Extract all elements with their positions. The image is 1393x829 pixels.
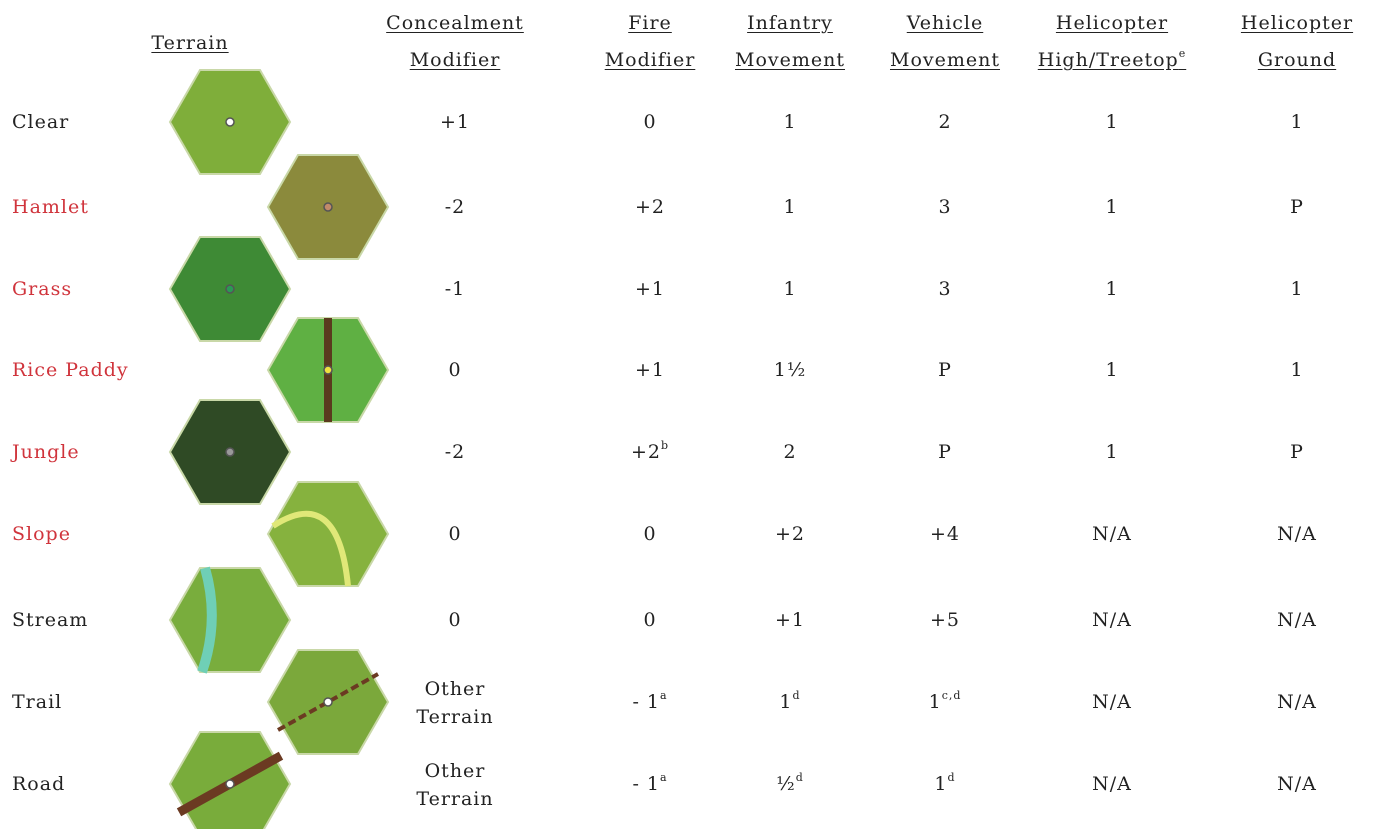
cell: 2 (783, 441, 797, 463)
header-text: Movement (734, 49, 846, 71)
cell: Terrain (416, 706, 494, 728)
superscript: b (660, 439, 670, 452)
terrain-hex (168, 69, 292, 175)
cell: 0 (448, 609, 462, 631)
header-text: Modifier (604, 49, 696, 71)
terrain-hex (266, 649, 390, 755)
header-text: Helicopter (1240, 12, 1354, 34)
cell: 1 (783, 111, 797, 133)
row-name: Rice Paddy (12, 359, 129, 381)
cell: Terrain (416, 788, 494, 810)
row-name: Hamlet (12, 196, 89, 218)
cell: 1 (783, 278, 797, 300)
header-text: Vehicle (906, 12, 984, 34)
superscript: a (660, 689, 668, 702)
cell: +5 (929, 609, 961, 631)
cell: N/A (1092, 691, 1132, 713)
cell: N/A (1092, 609, 1132, 631)
cell: 1d (779, 689, 801, 713)
row-name: Slope (12, 523, 71, 545)
cell: 1 (1105, 441, 1119, 463)
cell: +1 (774, 609, 806, 631)
terrain-hex (168, 566, 292, 674)
superscript: e (1178, 47, 1187, 60)
cell: +2 (634, 196, 666, 218)
row-name: Trail (12, 691, 63, 713)
cell: N/A (1277, 773, 1317, 795)
header-text: Movement (889, 49, 1001, 71)
cell: 1 (1105, 278, 1119, 300)
superscript: d (795, 771, 804, 784)
cell: Other (424, 678, 486, 700)
cell: ½d (776, 771, 804, 795)
cell: 0 (448, 523, 462, 545)
cell: 0 (448, 359, 462, 381)
header-text: Modifier (409, 49, 501, 71)
header-text: Fire (628, 12, 672, 34)
cell: -1 (444, 278, 466, 300)
row-name: Grass (12, 278, 73, 300)
superscript: d (947, 771, 956, 784)
cell: P (938, 441, 952, 463)
cell: +1 (439, 111, 471, 133)
header-text: Infantry (747, 12, 833, 34)
row-name: Road (12, 773, 66, 795)
cell: 1 (1290, 278, 1304, 300)
cell: - 1a (632, 771, 668, 795)
cell: P (1290, 196, 1304, 218)
terrain-hex (168, 399, 292, 505)
cell: 3 (938, 196, 952, 218)
terrain-hex (266, 154, 390, 260)
header-terrain: Terrain (151, 32, 229, 54)
cell: 1 (1105, 111, 1119, 133)
cell: 2 (938, 111, 952, 133)
cell: 3 (938, 278, 952, 300)
row-name: Clear (12, 111, 70, 133)
cell: 0 (643, 609, 657, 631)
terrain-hex (168, 236, 292, 342)
cell: N/A (1277, 691, 1317, 713)
row-name: Stream (12, 609, 89, 631)
cell: P (938, 359, 952, 381)
terrain-hex (266, 481, 390, 587)
cell: 1d (934, 771, 956, 795)
cell: 1 (1290, 111, 1304, 133)
header-text: Helicopter (1055, 12, 1169, 34)
cell: 1c,d (928, 689, 962, 713)
cell: N/A (1277, 609, 1317, 631)
terrain-hex (168, 731, 292, 829)
cell: Other (424, 760, 486, 782)
cell: 1 (783, 196, 797, 218)
superscript: c,d (941, 689, 962, 702)
cell: +2b (630, 439, 670, 463)
superscript: a (660, 771, 668, 784)
cell: 1 (1105, 359, 1119, 381)
cell: N/A (1277, 523, 1317, 545)
cell: 1½ (773, 359, 807, 381)
cell: +4 (929, 523, 961, 545)
terrain-hex (266, 317, 390, 423)
superscript: d (792, 689, 801, 702)
cell: +2 (774, 523, 806, 545)
header-text: Concealment (386, 12, 524, 34)
cell: - 1a (632, 689, 668, 713)
cell: N/A (1092, 523, 1132, 545)
row-name: Jungle (12, 441, 80, 463)
cell: P (1290, 441, 1304, 463)
header-text: High/Treetope (1037, 47, 1187, 71)
cell: 1 (1290, 359, 1304, 381)
cell: 0 (643, 111, 657, 133)
cell: +1 (634, 278, 666, 300)
cell: -2 (444, 196, 466, 218)
cell: +1 (634, 359, 666, 381)
cell: 0 (643, 523, 657, 545)
cell: 1 (1105, 196, 1119, 218)
cell: N/A (1092, 773, 1132, 795)
cell: -2 (444, 441, 466, 463)
header-text: Ground (1257, 49, 1337, 71)
